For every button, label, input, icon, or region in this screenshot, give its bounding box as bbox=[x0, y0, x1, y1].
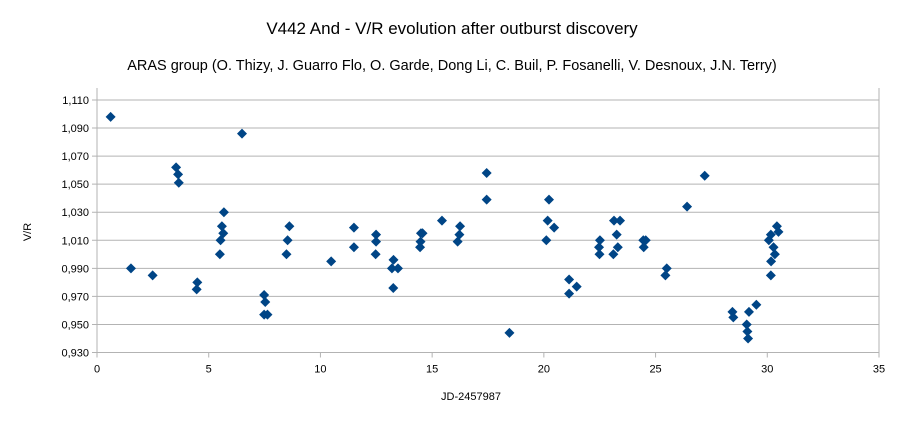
data-point bbox=[481, 194, 492, 205]
data-point bbox=[191, 284, 202, 295]
y-tick-label: 1,010 bbox=[61, 235, 89, 247]
data-point bbox=[768, 242, 779, 253]
y-tick-label: 0,970 bbox=[61, 291, 89, 303]
data-point bbox=[214, 249, 225, 260]
data-point bbox=[371, 236, 382, 247]
data-point bbox=[504, 327, 515, 338]
data-point bbox=[262, 309, 273, 320]
data-points bbox=[105, 111, 784, 344]
data-point bbox=[594, 242, 605, 253]
data-point bbox=[769, 249, 780, 260]
data-point bbox=[388, 282, 399, 293]
data-point bbox=[259, 289, 270, 300]
x-tick-label: 20 bbox=[538, 364, 550, 376]
y-tick-label: 1,050 bbox=[61, 179, 89, 191]
data-point bbox=[284, 221, 295, 232]
data-point bbox=[661, 263, 672, 274]
x-tick-label: 30 bbox=[761, 364, 773, 376]
data-point bbox=[594, 249, 605, 260]
data-point bbox=[699, 170, 710, 181]
data-point bbox=[611, 229, 622, 240]
data-point bbox=[751, 299, 762, 310]
y-axis-label: V/R bbox=[22, 223, 34, 241]
data-point bbox=[765, 270, 776, 281]
data-point bbox=[436, 215, 447, 226]
data-point bbox=[612, 242, 623, 253]
y-tick-label: 1,090 bbox=[61, 123, 89, 135]
data-point bbox=[326, 256, 337, 267]
data-point bbox=[638, 242, 649, 253]
data-point bbox=[564, 288, 575, 299]
data-point bbox=[147, 270, 158, 281]
data-point bbox=[171, 162, 182, 173]
data-point bbox=[415, 242, 426, 253]
data-point bbox=[105, 111, 116, 122]
data-point bbox=[743, 306, 754, 317]
grid-lines bbox=[92, 88, 880, 358]
x-axis-label: JD-2457987 bbox=[441, 391, 501, 403]
data-point bbox=[564, 274, 575, 285]
data-point bbox=[216, 221, 227, 232]
x-tick-label: 5 bbox=[206, 364, 212, 376]
data-point bbox=[348, 222, 359, 233]
data-point bbox=[541, 235, 552, 246]
data-point bbox=[125, 263, 136, 274]
data-point bbox=[452, 236, 463, 247]
data-point bbox=[281, 249, 292, 260]
x-tick-label: 15 bbox=[426, 364, 438, 376]
y-tick-label: 0,990 bbox=[61, 263, 89, 275]
x-tick-label: 35 bbox=[873, 364, 885, 376]
data-point bbox=[728, 312, 739, 323]
data-point bbox=[741, 319, 752, 330]
data-point bbox=[571, 281, 582, 292]
data-point bbox=[455, 221, 466, 232]
data-point bbox=[549, 222, 560, 233]
data-point bbox=[454, 229, 465, 240]
y-tick-label: 1,070 bbox=[61, 151, 89, 163]
data-point bbox=[481, 167, 492, 178]
x-tick-label: 25 bbox=[649, 364, 661, 376]
y-tick-label: 0,930 bbox=[61, 348, 89, 360]
data-point bbox=[615, 215, 626, 226]
data-point bbox=[594, 235, 605, 246]
data-point bbox=[260, 297, 271, 307]
y-axis-ticks: 0,930 0,950 0,970 0,990 1,010 1,030 1,050 1,070… bbox=[61, 95, 89, 360]
data-point bbox=[173, 169, 184, 180]
data-point bbox=[192, 277, 203, 288]
y-tick-label: 0,950 bbox=[61, 319, 89, 331]
data-point bbox=[743, 333, 754, 344]
data-point bbox=[542, 215, 553, 226]
data-point bbox=[640, 235, 651, 246]
data-point bbox=[742, 326, 753, 337]
data-point bbox=[282, 235, 293, 246]
data-point bbox=[417, 228, 428, 239]
x-tick-label: 0 bbox=[94, 364, 100, 376]
data-point bbox=[682, 201, 693, 212]
data-point bbox=[388, 254, 399, 265]
data-point bbox=[392, 263, 403, 274]
data-point bbox=[608, 249, 619, 260]
data-point bbox=[660, 270, 671, 281]
y-tick-label: 1,110 bbox=[62, 95, 89, 107]
data-point bbox=[371, 229, 382, 240]
data-point bbox=[765, 229, 776, 240]
data-point bbox=[543, 194, 554, 205]
chart-subtitle: ARAS group (O. Thizy, J. Guarro Flo, O. … bbox=[127, 58, 777, 74]
data-point bbox=[237, 128, 248, 139]
data-point bbox=[609, 215, 620, 226]
x-tick-label: 10 bbox=[314, 364, 326, 376]
y-tick-label: 1,030 bbox=[61, 207, 89, 219]
data-point bbox=[773, 226, 784, 237]
x-axis-ticks: 0 5 10 15 20 25 30 35 bbox=[94, 364, 885, 376]
data-point bbox=[370, 249, 381, 260]
data-point bbox=[386, 263, 397, 274]
chart-title: V442 And - V/R evolution after outburst … bbox=[266, 19, 638, 38]
data-point bbox=[766, 256, 777, 267]
data-point bbox=[415, 236, 426, 247]
data-point bbox=[218, 207, 229, 218]
data-point bbox=[215, 235, 226, 246]
data-point bbox=[348, 242, 359, 253]
data-point bbox=[173, 177, 184, 188]
